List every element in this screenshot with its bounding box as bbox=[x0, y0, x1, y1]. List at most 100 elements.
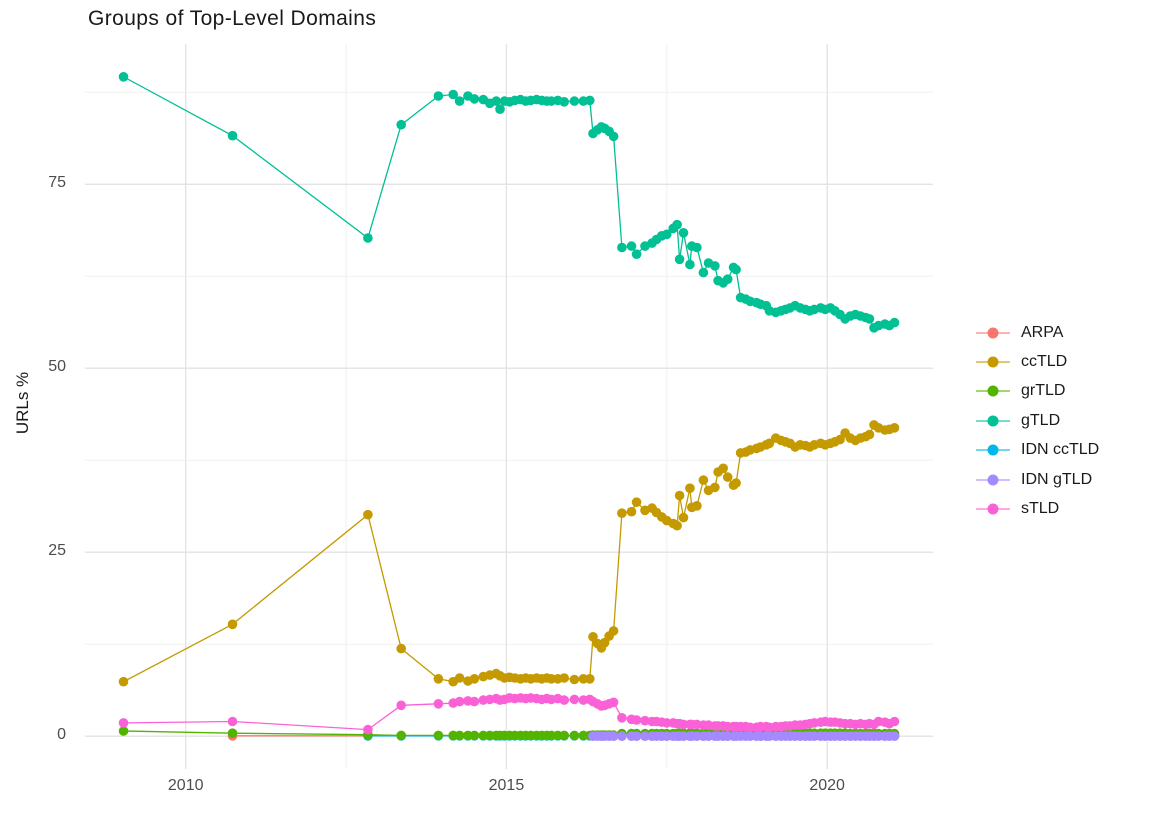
data-point bbox=[889, 423, 900, 433]
y-tick-label: 25 bbox=[48, 542, 66, 560]
data-point bbox=[626, 506, 637, 517]
data-point bbox=[608, 626, 619, 636]
data-point bbox=[495, 104, 505, 114]
legend-item-gtld: gTLD bbox=[976, 406, 1099, 435]
series-idn-gtld bbox=[588, 731, 900, 741]
data-point bbox=[678, 228, 689, 238]
legend-item-idn-gtld: IDN gTLD bbox=[976, 465, 1099, 494]
data-point bbox=[559, 97, 569, 107]
data-point bbox=[469, 730, 480, 741]
legend-dot-icon bbox=[987, 444, 999, 456]
data-point bbox=[118, 718, 129, 728]
data-point bbox=[227, 716, 238, 727]
legend-label: ARPA bbox=[1021, 323, 1064, 341]
legend-label: sTLD bbox=[1021, 500, 1060, 518]
legend-item-stld: sTLD bbox=[976, 494, 1099, 523]
data-point bbox=[363, 509, 373, 520]
legend-dot-icon bbox=[987, 356, 999, 368]
legend-dot-icon bbox=[987, 327, 999, 339]
data-point bbox=[864, 314, 875, 324]
data-point bbox=[835, 434, 845, 445]
legend-key-icon bbox=[976, 414, 1010, 428]
legend-label: ccTLD bbox=[1021, 353, 1068, 371]
data-point bbox=[617, 242, 627, 253]
data-point bbox=[227, 728, 238, 738]
legend-label: IDN gTLD bbox=[1021, 470, 1093, 488]
data-point bbox=[631, 249, 642, 259]
legend-label: grTLD bbox=[1021, 382, 1066, 400]
x-tick-label: 2020 bbox=[809, 777, 845, 794]
data-point bbox=[454, 730, 465, 741]
data-point bbox=[722, 274, 733, 285]
data-point bbox=[454, 696, 465, 707]
data-point bbox=[617, 713, 627, 723]
series-line bbox=[123, 76, 895, 329]
series-line bbox=[123, 423, 895, 683]
data-point bbox=[731, 478, 741, 488]
data-point bbox=[396, 119, 407, 130]
data-point bbox=[118, 726, 129, 736]
data-point bbox=[559, 695, 569, 705]
legend-dot-icon bbox=[987, 503, 999, 515]
data-point bbox=[491, 96, 502, 106]
legend-key-icon bbox=[976, 443, 1010, 457]
data-point bbox=[692, 501, 702, 511]
legend-key-icon bbox=[976, 355, 1010, 369]
data-point bbox=[559, 673, 569, 683]
data-point bbox=[617, 731, 627, 741]
data-point bbox=[469, 696, 480, 707]
data-point bbox=[864, 429, 875, 440]
data-point bbox=[672, 520, 682, 531]
data-point bbox=[889, 716, 900, 727]
series-cctld bbox=[118, 420, 900, 687]
legend-item-idn-cctld: IDN ccTLD bbox=[976, 436, 1099, 465]
data-point bbox=[396, 643, 407, 654]
data-point bbox=[227, 619, 238, 630]
data-point bbox=[433, 730, 444, 741]
data-point bbox=[118, 72, 129, 82]
legend-item-cctld: ccTLD bbox=[976, 347, 1099, 376]
legend-dot-icon bbox=[987, 385, 999, 397]
data-point bbox=[889, 317, 900, 328]
data-point bbox=[640, 715, 650, 726]
data-point bbox=[718, 463, 728, 474]
data-point bbox=[626, 241, 637, 251]
data-point bbox=[710, 261, 720, 271]
data-point bbox=[396, 730, 407, 741]
data-point bbox=[454, 673, 465, 683]
data-point bbox=[640, 731, 650, 741]
data-point bbox=[608, 731, 619, 741]
data-point bbox=[731, 264, 741, 275]
legend-key-icon bbox=[976, 502, 1010, 516]
data-point bbox=[448, 89, 459, 100]
data-point bbox=[722, 472, 733, 482]
data-point bbox=[631, 731, 642, 741]
data-point bbox=[698, 267, 709, 278]
legend-label: IDN ccTLD bbox=[1021, 441, 1100, 459]
series-gtld bbox=[118, 72, 900, 333]
data-point bbox=[674, 254, 685, 265]
legend-key-icon bbox=[976, 384, 1010, 398]
data-point bbox=[469, 94, 480, 104]
legend-key-icon bbox=[976, 473, 1010, 487]
data-point bbox=[685, 483, 695, 494]
data-point bbox=[569, 694, 580, 705]
data-point bbox=[631, 715, 642, 725]
legend: ARPA ccTLD grTLD gTLD IDN ccTLD IDN gTLD sTLD bbox=[976, 318, 1099, 524]
data-point bbox=[454, 96, 465, 106]
data-point bbox=[674, 490, 685, 501]
data-point bbox=[433, 91, 444, 101]
grid-major bbox=[85, 44, 933, 769]
x-tick-label: 2010 bbox=[167, 777, 204, 794]
data-point bbox=[585, 674, 595, 684]
y-tick-label: 75 bbox=[48, 174, 66, 192]
data-point bbox=[363, 233, 373, 243]
legend-key-icon bbox=[976, 326, 1010, 340]
data-point bbox=[692, 242, 702, 253]
data-point bbox=[764, 438, 775, 449]
data-point bbox=[569, 674, 580, 685]
data-point bbox=[672, 219, 682, 230]
legend-dot-icon bbox=[987, 474, 999, 486]
data-point bbox=[585, 95, 595, 106]
